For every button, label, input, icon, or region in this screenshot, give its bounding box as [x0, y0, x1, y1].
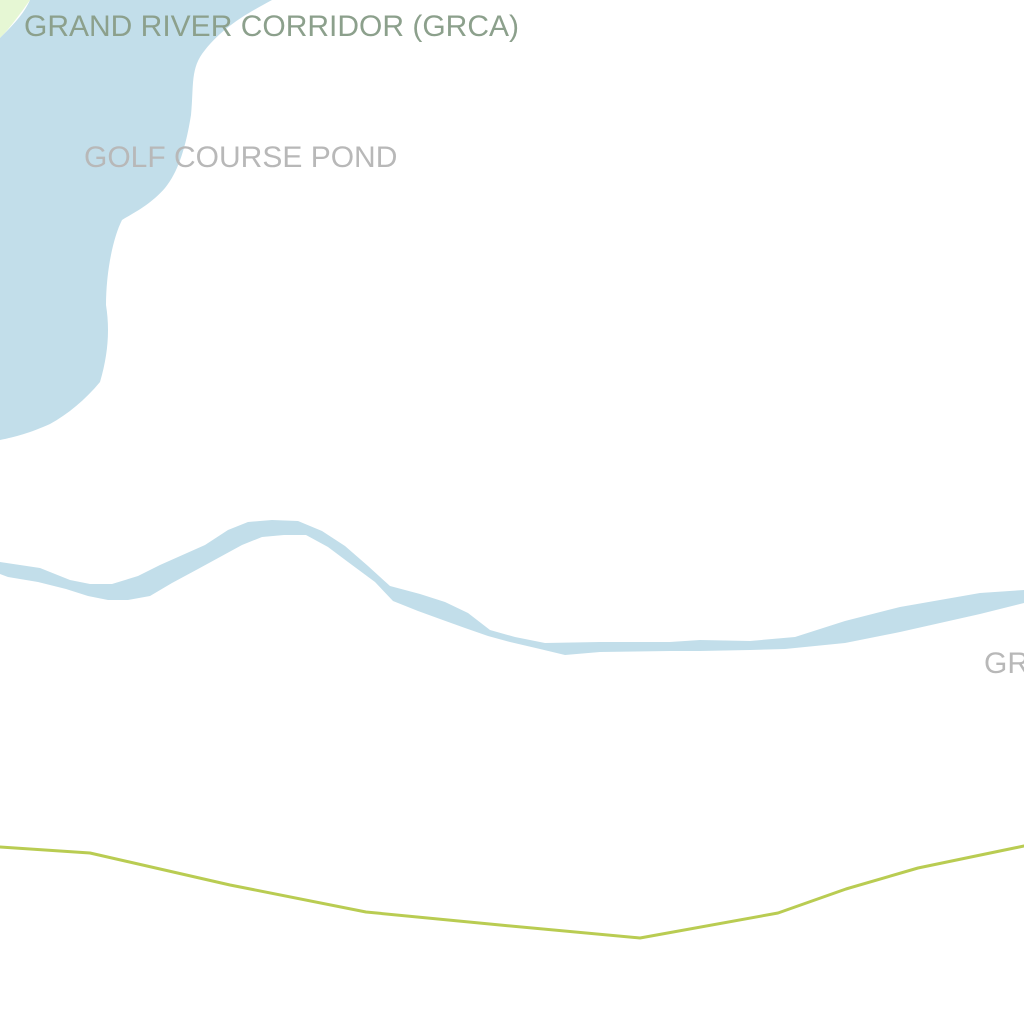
- park-area: [0, 0, 30, 38]
- partial-water-label: GR: [984, 647, 1024, 680]
- pond-label: GOLF COURSE POND: [84, 141, 398, 174]
- creek: [0, 520, 1024, 655]
- road-line[interactable]: [0, 844, 1024, 940]
- conservation-area-label: GRAND RIVER CORRIDOR (GRCA): [24, 10, 520, 43]
- pond-water: [0, 0, 272, 440]
